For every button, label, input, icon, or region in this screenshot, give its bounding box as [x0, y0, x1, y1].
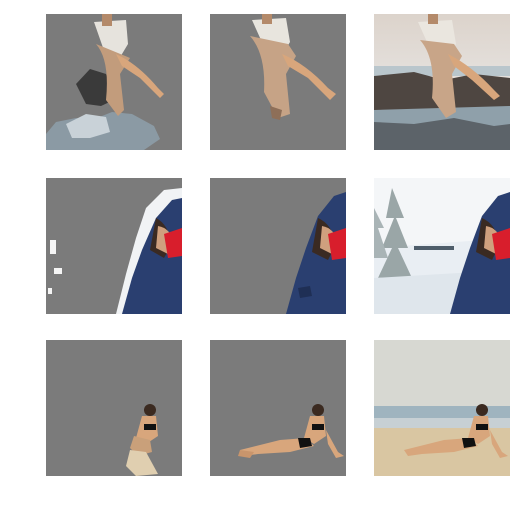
- row2-original-photo: [374, 178, 510, 314]
- row1-mask-b: [210, 14, 346, 150]
- row2-mask-a: [46, 178, 182, 314]
- row2-mask-b: [210, 178, 346, 314]
- row3-mask-b: [210, 340, 346, 476]
- row1-mask-a: [46, 14, 182, 150]
- row3-mask-a: [46, 340, 182, 476]
- row3-original-photo: [374, 340, 510, 476]
- row1-original-photo: [374, 14, 510, 150]
